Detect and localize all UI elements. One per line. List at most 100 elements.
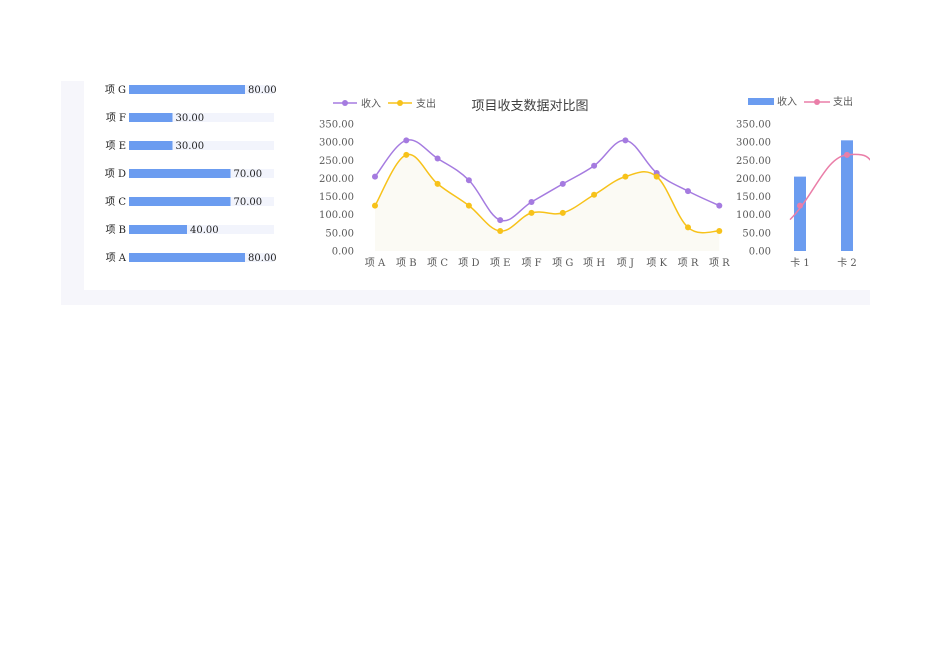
expense-point xyxy=(559,209,566,216)
bar-category-label: 项 B xyxy=(105,224,126,236)
bar-value-label: 70.00 xyxy=(234,197,263,208)
panel-left-strip xyxy=(61,81,84,305)
bar xyxy=(129,141,173,150)
x-tick-label: 项 G xyxy=(552,257,573,269)
bar xyxy=(129,85,245,94)
bar-category-label: 项 F xyxy=(106,112,126,124)
card-combo-chart: 收入 支出 0.00 50.00 100.00 150.00 200.00 250.00 30… xyxy=(736,95,870,269)
legend-item: 支出 xyxy=(388,97,436,110)
y-tick-label: 100.00 xyxy=(319,210,354,221)
bar xyxy=(129,253,245,262)
legend-label: 收入 xyxy=(361,97,381,110)
y-tick-label: 250.00 xyxy=(736,156,771,167)
bar-value-label: 70.00 xyxy=(234,169,263,180)
income-point xyxy=(434,155,441,162)
income-point xyxy=(528,199,535,206)
horizontal-bar-chart: 项 G 80.00 项 F 30.00 项 E 30.00 项 D 70.00 项 C 70.00… xyxy=(105,84,277,264)
expense-point xyxy=(591,191,598,198)
legend-item: 收入 xyxy=(748,95,797,108)
expense-point xyxy=(716,228,723,235)
x-tick-label: 卡 2 xyxy=(837,256,857,269)
expense-point xyxy=(528,209,535,216)
x-tick-label: 项 B xyxy=(396,257,417,269)
legend-item: 收入 xyxy=(333,97,381,110)
expense-point xyxy=(403,151,410,158)
y-tick-label: 200.00 xyxy=(319,174,354,185)
expense-point xyxy=(685,224,691,231)
y-tick-label: 300.00 xyxy=(736,138,771,149)
bar xyxy=(129,113,173,122)
y-tick-label: 150.00 xyxy=(736,192,771,203)
panel-bottom-strip xyxy=(61,290,870,305)
chart-title: 项目收支数据对比图 xyxy=(471,99,588,114)
bar-category-label: 项 E xyxy=(106,140,126,152)
y-tick-label: 350.00 xyxy=(736,120,771,131)
income-point xyxy=(372,173,378,180)
plot-area xyxy=(789,140,870,251)
bar-value-label: 40.00 xyxy=(190,225,219,236)
y-tick-label: 200.00 xyxy=(736,174,771,185)
bar-value-label: 30.00 xyxy=(176,141,205,152)
income-point xyxy=(591,162,598,169)
expense-area xyxy=(375,154,720,251)
expense-point xyxy=(653,173,660,180)
y-axis: 0.00 50.00 100.00 150.00 200.00 250.00 300.00 3… xyxy=(319,120,354,258)
legend-label: 支出 xyxy=(833,95,853,108)
income-expense-line-chart: 项目收支数据对比图 收入 支出 0.00 50.00 100.00 150.00 200.… xyxy=(319,97,730,269)
x-tick-label: 项 C xyxy=(427,257,448,269)
expense-series-line xyxy=(374,153,720,234)
y-tick-label: 50.00 xyxy=(325,228,354,239)
y-tick-label: 300.00 xyxy=(319,138,354,149)
y-axis: 0.00 50.00 100.00 150.00 200.00 250.00 300.00 3… xyxy=(736,120,771,258)
income-bar xyxy=(794,176,806,251)
bar-track xyxy=(129,225,274,234)
bar-track xyxy=(129,141,274,150)
x-tick-label: 项 R xyxy=(678,257,699,269)
x-tick-label: 项 K xyxy=(646,257,667,269)
x-tick-label: 项 J xyxy=(617,257,634,269)
expense-point xyxy=(797,202,803,209)
legend-marker xyxy=(397,100,403,106)
bar xyxy=(129,225,187,234)
income-series-line xyxy=(374,139,720,222)
y-tick-label: 150.00 xyxy=(319,192,354,203)
y-tick-label: 250.00 xyxy=(319,156,354,167)
chart-legend: 收入 支出 xyxy=(748,95,853,108)
x-tick-label: 项 E xyxy=(490,257,510,269)
y-tick-label: 350.00 xyxy=(319,120,354,131)
expense-point xyxy=(622,173,629,180)
income-point xyxy=(403,137,410,144)
x-tick-label: 项 A xyxy=(365,257,386,269)
bar-category-label: 项 D xyxy=(105,168,126,180)
x-tick-label: 项 H xyxy=(583,257,605,269)
income-point xyxy=(559,180,566,187)
x-tick-label: 项 R xyxy=(709,257,730,269)
income-point xyxy=(622,137,629,144)
bar-track xyxy=(129,113,274,122)
expense-point xyxy=(465,202,472,209)
bar-category-label: 项 C xyxy=(105,196,126,208)
y-tick-label: 0.00 xyxy=(749,247,771,258)
legend-label: 支出 xyxy=(416,97,436,110)
y-tick-label: 50.00 xyxy=(742,228,771,239)
bar-value-label: 30.00 xyxy=(176,113,205,124)
legend-label: 收入 xyxy=(777,95,797,108)
chart-legend: 收入 支出 xyxy=(333,97,436,110)
income-point xyxy=(685,188,691,195)
bar-category-label: 项 G xyxy=(105,84,126,96)
bar-value-label: 80.00 xyxy=(248,85,277,96)
legend-item: 支出 xyxy=(804,95,853,108)
income-bar xyxy=(841,140,853,251)
x-tick-label: 项 F xyxy=(521,257,541,269)
x-tick-label: 卡 1 xyxy=(790,256,810,269)
income-point xyxy=(465,177,472,184)
plot-area xyxy=(372,137,723,251)
y-tick-label: 100.00 xyxy=(736,210,771,221)
expense-point xyxy=(372,202,378,209)
x-axis: 卡 1 卡 2 xyxy=(790,256,857,269)
bar xyxy=(129,197,231,206)
x-tick-label: 项 D xyxy=(458,257,479,269)
y-tick-label: 0.00 xyxy=(332,247,354,258)
